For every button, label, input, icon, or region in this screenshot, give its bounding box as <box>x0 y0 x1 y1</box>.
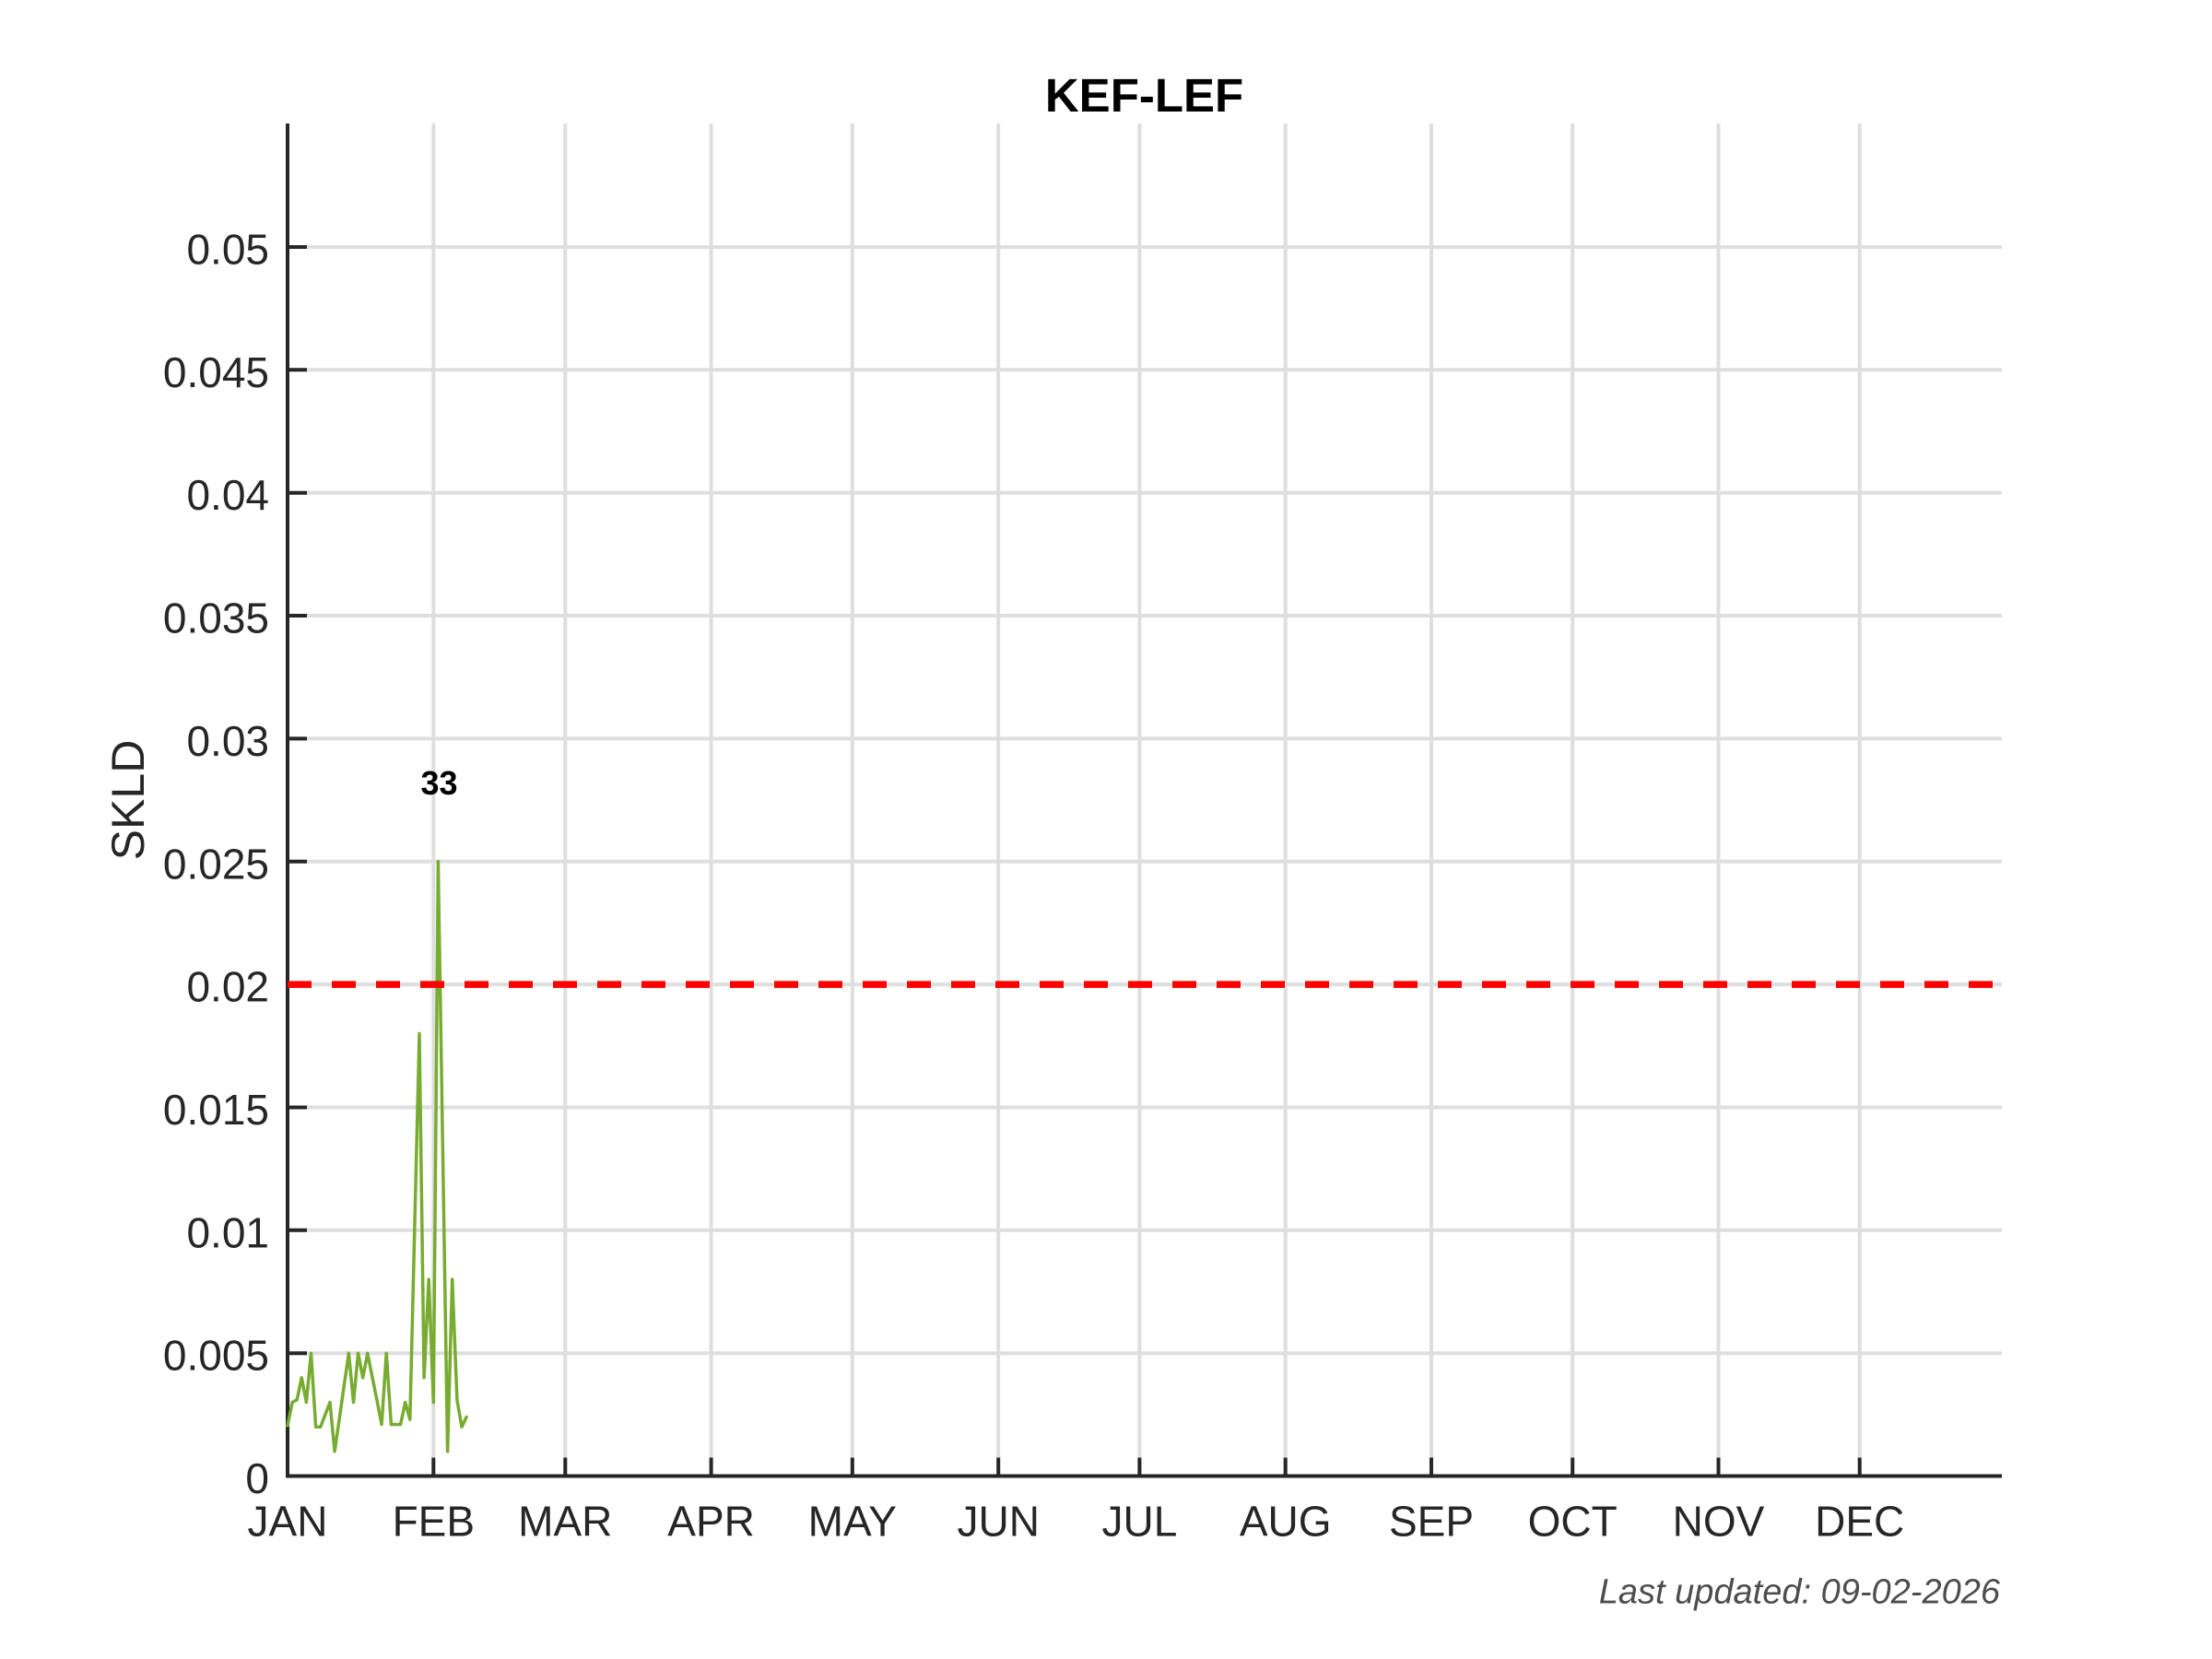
svg-text:0.025: 0.025 <box>163 840 269 888</box>
svg-text:OCT: OCT <box>1528 1498 1618 1546</box>
svg-text:0.04: 0.04 <box>186 471 269 519</box>
svg-text:0.035: 0.035 <box>163 594 269 642</box>
svg-text:33: 33 <box>420 764 457 802</box>
svg-text:0.015: 0.015 <box>163 1086 269 1134</box>
svg-text:NOV: NOV <box>1673 1498 1765 1546</box>
svg-text:Last updated: 09-02-2026: Last updated: 09-02-2026 <box>1599 1573 2001 1612</box>
svg-text:0.03: 0.03 <box>186 717 269 765</box>
svg-text:JUN: JUN <box>957 1498 1039 1546</box>
svg-text:MAR: MAR <box>518 1498 612 1546</box>
svg-text:SEP: SEP <box>1389 1498 1474 1546</box>
svg-text:AUG: AUG <box>1240 1498 1332 1546</box>
svg-text:0.01: 0.01 <box>186 1208 269 1256</box>
svg-text:APR: APR <box>667 1498 755 1546</box>
svg-text:0: 0 <box>245 1454 269 1502</box>
svg-text:JUL: JUL <box>1101 1498 1177 1546</box>
svg-text:0.05: 0.05 <box>186 226 269 274</box>
svg-text:JAN: JAN <box>248 1498 328 1546</box>
svg-text:MAY: MAY <box>808 1498 897 1546</box>
svg-text:0.005: 0.005 <box>163 1332 269 1380</box>
svg-text:0.02: 0.02 <box>186 963 269 1011</box>
svg-text:0.045: 0.045 <box>163 348 269 396</box>
svg-text:FEB: FEB <box>393 1498 475 1546</box>
svg-text:KEF-LEF: KEF-LEF <box>1045 69 1243 122</box>
svg-text:DEC: DEC <box>1815 1498 1904 1546</box>
svg-text:SKLD: SKLD <box>102 740 154 861</box>
